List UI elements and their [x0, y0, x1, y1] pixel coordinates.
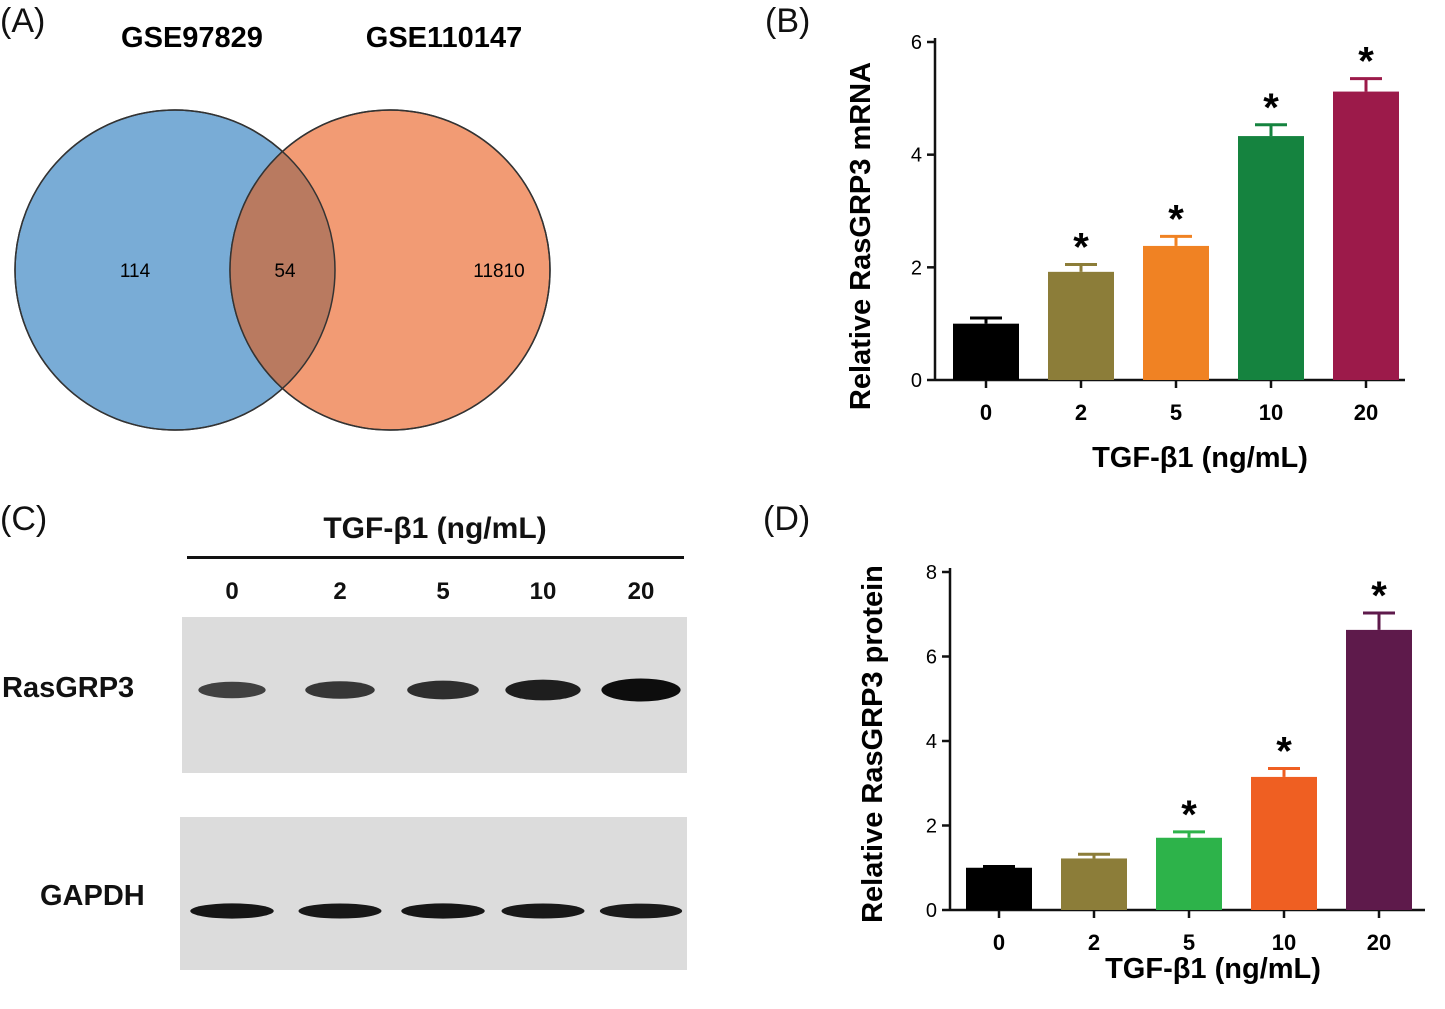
significance-marker: *	[1263, 86, 1279, 130]
bar-0	[966, 867, 1032, 910]
western-row-label-gapdh: GAPDH	[40, 880, 145, 912]
significance-marker: *	[1358, 40, 1374, 84]
x-tick-label: 20	[1354, 400, 1378, 425]
venn-overlap-count: 54	[274, 261, 296, 282]
western-row-label-rasgrp3: RasGRP3	[2, 672, 135, 704]
x-axis-label: TGF-β1 (ng/mL)	[1105, 953, 1321, 985]
rasgrp3-bands	[198, 678, 681, 702]
x-tick-label: 2	[1075, 400, 1087, 425]
gapdh-band-2	[298, 903, 382, 919]
bar-10	[1238, 136, 1304, 380]
y-tick-label: 0	[911, 370, 922, 392]
x-tick-label: 20	[1367, 930, 1391, 955]
venn-right-count: 11810	[473, 261, 524, 282]
bar-20	[1346, 629, 1412, 910]
gapdh-band-20	[599, 903, 683, 919]
western-header: TGF-β1 (ng/mL)	[323, 512, 547, 545]
western-blot-gapdh	[180, 817, 687, 970]
x-tick-label: 10	[1259, 400, 1283, 425]
panel-label-d: (D)	[763, 500, 811, 538]
lane-label-5: 5	[436, 578, 450, 605]
y-tick-label: 4	[926, 731, 937, 753]
bar-10	[1251, 776, 1317, 910]
significance-marker: *	[1181, 793, 1197, 837]
x-tick-label: 10	[1272, 930, 1296, 955]
y-tick-label: 0	[926, 900, 937, 922]
significance-marker: *	[1073, 226, 1089, 270]
gapdh-band-0	[190, 903, 274, 919]
lane-label-2: 2	[333, 578, 347, 605]
venn-left-title: GSE97829	[121, 22, 263, 54]
x-tick-label: 0	[980, 400, 992, 425]
venn-overlap-region	[230, 110, 335, 430]
panel-label-b: (B)	[765, 2, 811, 40]
rasgrp3-band-20	[601, 678, 681, 702]
y-tick-label: 4	[911, 145, 922, 167]
y-tick-label: 6	[926, 647, 937, 669]
chart-d-protein: 0 2 4 6 8 0 2 5 * 10 * 20 * TGF-β1 (ng/mL) Relative Ra…	[857, 562, 1425, 985]
lane-label-10: 10	[529, 578, 557, 605]
venn-left-count: 114	[120, 261, 151, 282]
x-axis-label: TGF-β1 (ng/mL)	[1092, 442, 1308, 474]
bar-20	[1333, 91, 1399, 380]
bar-2	[1061, 858, 1127, 910]
significance-marker: *	[1276, 729, 1292, 773]
rasgrp3-band-5	[407, 680, 479, 700]
gapdh-bands	[190, 903, 683, 919]
gapdh-band-10	[501, 903, 585, 919]
lane-label-0: 0	[225, 578, 239, 605]
western-blot-rasgrp3	[182, 617, 687, 773]
bar-5	[1143, 245, 1209, 380]
x-tick-label: 2	[1088, 930, 1100, 955]
y-tick-label: 2	[911, 257, 922, 279]
x-tick-label: 5	[1170, 400, 1182, 425]
y-axis-label: Relative RasGRP3 mRNA	[845, 62, 877, 410]
panel-label-a: (A)	[0, 2, 46, 40]
lane-label-20: 20	[627, 578, 655, 605]
bar-5	[1156, 837, 1222, 910]
x-tick-label: 0	[993, 930, 1005, 955]
y-axis-label: Relative RasGRP3 protein	[857, 565, 889, 923]
y-tick-label: 6	[911, 32, 922, 54]
rasgrp3-band-0	[198, 681, 266, 699]
rasgrp3-band-2	[305, 681, 375, 699]
significance-marker: *	[1371, 574, 1387, 618]
significance-marker: *	[1168, 197, 1184, 241]
venn-diagram: GSE97829 GSE110147 114 54 11810	[14, 22, 551, 431]
panel-label-c: (C)	[0, 500, 48, 538]
rasgrp3-band-10	[505, 679, 581, 701]
venn-right-title: GSE110147	[366, 22, 522, 54]
western-header-line	[187, 556, 684, 559]
y-tick-label: 2	[926, 816, 937, 838]
y-tick-label: 8	[926, 562, 937, 584]
x-tick-label: 5	[1183, 930, 1195, 955]
bar-0	[953, 323, 1019, 380]
chart-b-mrna: 0 2 4 6 0 2 * 5 * 10 * 20 * TGF-β1 (ng/mL) Relative Ra…	[845, 32, 1405, 474]
gapdh-band-5	[401, 903, 485, 919]
bar-2	[1048, 271, 1114, 380]
